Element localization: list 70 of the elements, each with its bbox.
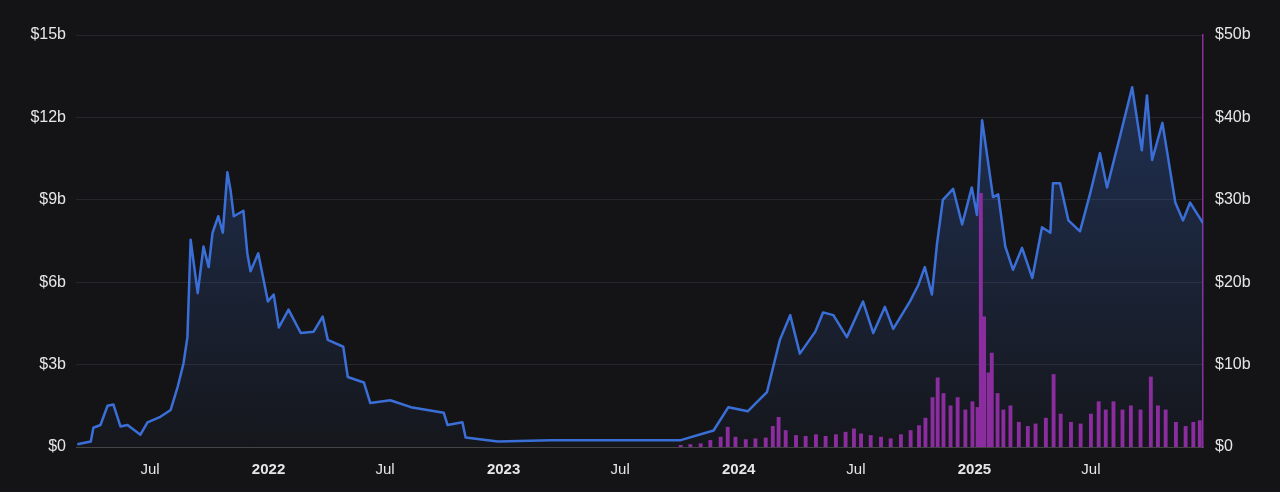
x-tick-label: Jul — [846, 460, 866, 478]
bar — [1191, 421, 1196, 447]
bar — [1128, 405, 1133, 447]
bar — [814, 434, 818, 447]
bar — [879, 436, 883, 447]
bar — [917, 425, 921, 447]
bar — [763, 437, 768, 447]
x-tick-label: Jul — [375, 460, 395, 478]
x-tick-label: 2023 — [486, 460, 521, 478]
bar — [923, 417, 928, 447]
bar — [1025, 426, 1030, 447]
bar — [1183, 426, 1188, 447]
y2-tick-label: $10b — [1215, 355, 1251, 373]
bar — [859, 433, 863, 447]
bar — [908, 430, 913, 447]
bar — [718, 436, 723, 447]
y-tick-label: $15b — [30, 25, 67, 43]
x-tick-label: Jul — [140, 460, 160, 478]
bar — [770, 426, 775, 447]
bar — [803, 435, 808, 447]
bar — [899, 434, 903, 447]
bar — [1033, 423, 1038, 447]
bar — [1089, 413, 1093, 447]
bar — [1174, 421, 1178, 447]
bar — [868, 435, 873, 447]
x-tick-label: Jul — [610, 460, 630, 478]
bar — [776, 417, 781, 447]
bar — [753, 438, 758, 447]
bar — [823, 435, 828, 447]
bar — [978, 192, 983, 447]
bar — [935, 377, 940, 447]
bar — [833, 434, 838, 447]
bar — [1155, 405, 1160, 447]
x-tick-label: 2024 — [721, 460, 757, 478]
bar — [1058, 413, 1063, 447]
x-tick-label: Jul — [1081, 460, 1101, 478]
bar — [698, 443, 703, 447]
y-tick-label: $12b — [30, 107, 67, 125]
bar — [1043, 417, 1048, 447]
x-tick-label: 2022 — [251, 460, 286, 478]
bar — [1103, 409, 1108, 447]
y-tick-label: $9b — [39, 190, 67, 208]
bar — [1148, 376, 1153, 447]
bar — [743, 439, 748, 447]
bar — [1051, 374, 1056, 447]
y2-tick-label: $20b — [1215, 272, 1251, 290]
y2-tick-label: $0 — [1215, 437, 1233, 455]
bar — [783, 430, 788, 447]
bar — [1163, 409, 1168, 447]
y2-tick-label: $30b — [1215, 190, 1251, 208]
bar — [725, 426, 730, 447]
bar — [852, 428, 856, 447]
bar — [963, 409, 968, 447]
y2-tick-label: $50b — [1215, 25, 1251, 43]
bar — [708, 440, 713, 447]
y-tick-label: $0 — [48, 437, 67, 455]
bar — [989, 352, 994, 447]
bar — [1016, 421, 1021, 447]
bar — [955, 397, 960, 447]
bar — [888, 438, 893, 447]
y-tick-label: $3b — [39, 355, 67, 373]
bar — [843, 431, 848, 447]
bar — [1096, 401, 1101, 447]
bar — [794, 435, 798, 447]
x-tick-label: 2025 — [957, 460, 992, 478]
bar — [1069, 421, 1073, 447]
bar — [688, 444, 693, 447]
y2-tick-label: $40b — [1215, 107, 1251, 125]
y-tick-label: $6b — [39, 272, 67, 290]
bar — [1078, 423, 1083, 447]
